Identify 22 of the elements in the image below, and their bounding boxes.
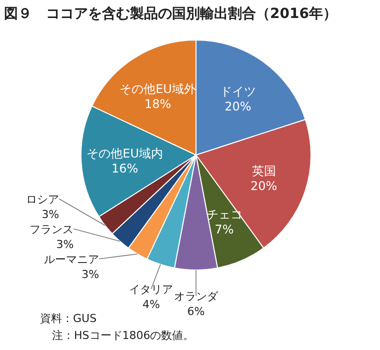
slice-label: ドイツ: [220, 84, 256, 98]
slice-label: ルーマニア: [44, 252, 100, 266]
slice-label: フランス: [30, 222, 74, 236]
text: 資料：GUS: [40, 312, 97, 325]
data-label: 16%: [112, 161, 138, 176]
slice-label: イタリア: [129, 282, 174, 296]
slice-label: ロシア: [26, 192, 60, 206]
data-label: 3%: [82, 268, 100, 281]
data-label: 4%: [142, 298, 160, 311]
slice-label: その他EU域外: [120, 82, 196, 96]
data-label: 20%: [250, 179, 278, 194]
data-label: 3%: [56, 238, 74, 251]
data-label: 6%: [187, 305, 205, 318]
data-label: 20%: [224, 99, 252, 114]
slice-label: オランダ: [174, 290, 219, 303]
slice-label: その他EU域内: [86, 146, 164, 160]
data-label: 7%: [214, 222, 234, 236]
text: 注：HSコード1806の数値。: [52, 329, 194, 342]
data-label: 18%: [144, 96, 172, 111]
chart-title: 図９ ココアを含む製品の国別輸出割合（2016年）: [4, 5, 337, 22]
slice-label: 英国: [252, 164, 276, 178]
data-label: 3%: [42, 208, 60, 221]
